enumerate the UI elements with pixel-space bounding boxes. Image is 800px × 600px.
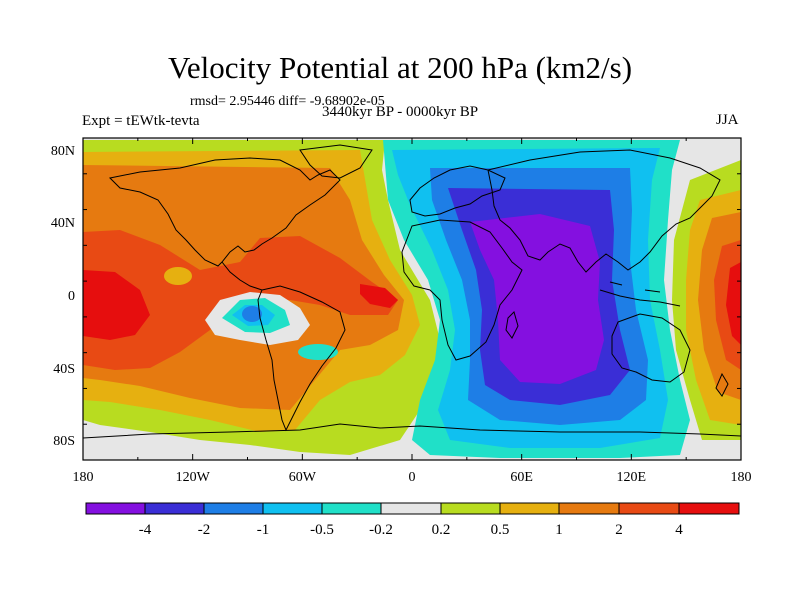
contour-0.5-pocket <box>164 267 192 285</box>
colorbar-label-9: 2 <box>615 522 623 538</box>
coastline-central-america <box>221 261 263 291</box>
colorbar-box-4 <box>263 503 322 514</box>
colorbar-box-8 <box>500 503 559 514</box>
colorbar-label-4: -0.5 <box>310 522 334 538</box>
colorbar-box-3 <box>204 503 263 514</box>
map-field <box>83 138 741 460</box>
contour-4-region-atlantic <box>360 284 398 308</box>
coastline-south-america <box>257 285 346 432</box>
y-tick-label-40n: 40N <box>51 216 75 231</box>
contour-neg-pocket-4 <box>242 306 262 322</box>
colorbar-label-6: 0.2 <box>432 522 451 538</box>
y-tick-label-40s: 40S <box>53 362 75 377</box>
x-tick-label-180w: 180 <box>73 470 94 485</box>
coastline-antarctica <box>83 423 741 439</box>
colorbar-label-8: 1 <box>555 522 563 538</box>
colorbar-box-2 <box>145 503 204 514</box>
x-tick-label-0: 0 <box>409 470 416 485</box>
colorbar-label-2: -2 <box>198 522 211 538</box>
coastline-indonesia <box>599 281 681 307</box>
colorbar-box-6 <box>381 503 441 514</box>
y-tick-label-80n: 80N <box>51 144 75 159</box>
x-tick-label-120e: 120E <box>617 470 647 485</box>
coastline-new-zealand <box>715 372 729 397</box>
colorbar-box-1 <box>86 503 145 514</box>
coastline-madagascar <box>505 311 519 339</box>
colorbar-box-7 <box>441 503 500 514</box>
experiment-label: Expt = tEWtk-tevta <box>82 113 200 129</box>
y-tick-label-80s: 80S <box>53 434 75 449</box>
x-tick-label-60e: 60E <box>510 470 533 485</box>
coastline-greenland <box>299 144 373 179</box>
colorbar-label-7: 0.5 <box>491 522 510 538</box>
colorbar-box-5 <box>322 503 381 514</box>
colorbar: -4 -2 -1 -0.5 -0.2 0.2 0.5 1 2 4 <box>85 502 740 538</box>
colorbar-label-1: -4 <box>139 522 152 538</box>
map-ticks <box>82 137 742 461</box>
map-tick-labels: 180 120W 60W 0 60E 120E 180 80N 40N 0 40… <box>51 144 752 485</box>
coastlines <box>83 144 741 439</box>
contour-4-region <box>83 270 150 340</box>
contour-neg-pocket-5 <box>298 344 338 360</box>
colorbar-box-10 <box>619 503 679 514</box>
colorbar-outline <box>85 502 740 515</box>
colorbar-box-11 <box>679 503 739 514</box>
x-tick-label-180e: 180 <box>731 470 752 485</box>
colorbar-box-9 <box>559 503 619 514</box>
season-label: JJA <box>716 112 739 128</box>
x-tick-label-60w: 60W <box>289 470 317 485</box>
coastline-australia <box>611 313 691 383</box>
coastline-north-america <box>108 157 341 267</box>
y-tick-label-0: 0 <box>68 289 75 304</box>
colorbar-label-5: -0.2 <box>369 522 393 538</box>
statistics-text: rmsd= 2.95446 diff= -9.68902e-05 <box>190 94 385 109</box>
coastline-asia <box>487 149 721 273</box>
coastline-africa <box>401 219 523 361</box>
colorbar-label-10: 4 <box>675 522 683 538</box>
x-tick-label-120w: 120W <box>176 470 211 485</box>
period-label: 3440kyr BP - 0000kyr BP <box>322 104 479 120</box>
contour-neg4-region <box>470 214 604 384</box>
colorbar-label-3: -1 <box>257 522 270 538</box>
coastline-europe <box>409 165 506 217</box>
contour-east-4 <box>726 262 741 345</box>
map-title: Velocity Potential at 200 hPa (km2/s) <box>167 50 633 85</box>
